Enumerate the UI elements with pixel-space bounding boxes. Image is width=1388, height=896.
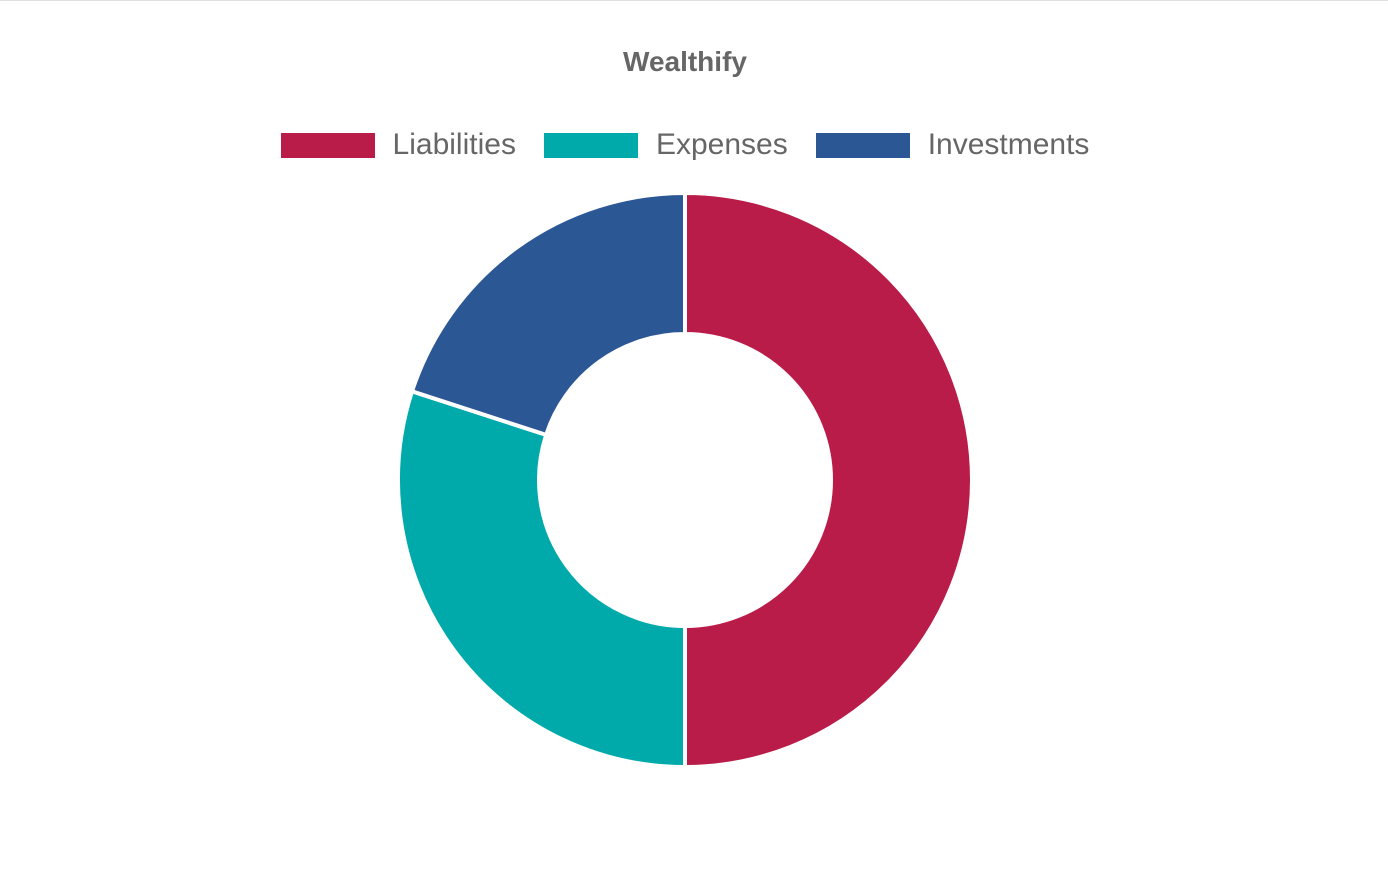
donut-slice-expenses[interactable]: [396, 388, 687, 770]
legend-item-liabilities[interactable]: Liabilities: [280, 127, 516, 163]
legend-label-liabilities: Liabilities: [392, 128, 516, 161]
legend-label-expenses: Expenses: [655, 128, 788, 161]
donut-slices: [396, 190, 974, 770]
chart-title: Wealthify: [623, 46, 747, 77]
legend-item-investments[interactable]: Investments: [815, 127, 1090, 163]
legend-swatch-investments: [815, 132, 910, 158]
chart-legend: Liabilities Expenses Investments: [0, 127, 1370, 163]
top-divider: [0, 0, 1388, 1]
legend-item-expenses[interactable]: Expenses: [543, 127, 788, 163]
legend-swatch-liabilities: [280, 132, 375, 158]
legend-label-investments: Investments: [927, 128, 1090, 161]
legend-swatch-expenses: [543, 132, 638, 158]
donut-slice-liabilities[interactable]: [683, 190, 974, 770]
donut-slice-investments[interactable]: [409, 190, 687, 438]
